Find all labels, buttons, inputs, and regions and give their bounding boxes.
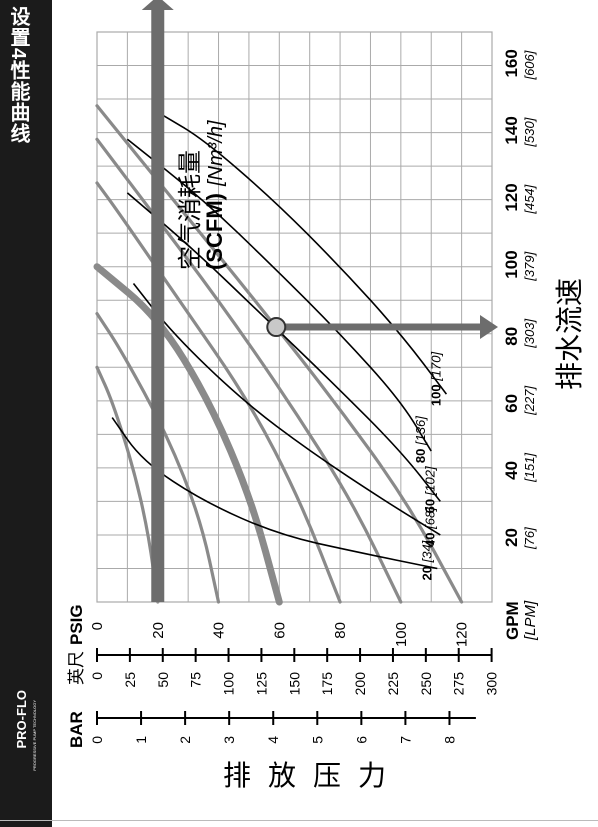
flow-tick-lpm: [379] <box>522 251 537 281</box>
air-curve-labels: 20 [34]40 [68]60 [102] 80 [136]100 [170] <box>413 352 443 581</box>
flow-tick-lpm: [606] <box>522 50 537 80</box>
side-bar: 设置4性能曲线 PRO-FLO PROGRESSIVE PUMP TECHNOL… <box>0 0 52 827</box>
flow-tick-gpm: 140 <box>502 116 521 144</box>
feet-tick-label: 125 <box>253 672 269 696</box>
pressure-title-char-3: 压 <box>313 760 341 791</box>
bar-unit: BAR <box>67 711 86 748</box>
bar-tick-label: 4 <box>265 736 281 744</box>
operating-point <box>266 317 287 338</box>
bar-tick-label: 7 <box>397 736 413 744</box>
psig-unit: PSIG <box>67 604 86 645</box>
air-curve-label-80: 80 [136] <box>413 416 428 463</box>
feet-tick-label: 0 <box>89 672 105 680</box>
operating-markers <box>141 0 498 602</box>
air-curve-60scfm <box>126 192 441 502</box>
psig-tick-label: 120 <box>454 622 471 647</box>
pressure-curve-80psig <box>95 181 342 604</box>
flow-tick-gpm: 120 <box>502 183 521 211</box>
pressure-curve-120psig <box>95 104 464 604</box>
feet-tick-label: 300 <box>484 672 500 696</box>
bar-tick-label: 1 <box>133 736 149 744</box>
air-curve-label-40: 40 [68] <box>422 507 437 547</box>
flow-tick-lpm: [151] <box>522 453 537 483</box>
psig-tick-label: 40 <box>211 622 228 639</box>
flow-tick-lpm: [530] <box>522 117 537 147</box>
pressure-title-char-4: 力 <box>358 760 386 791</box>
pressure-curve-20psig <box>95 365 160 604</box>
performance-chart: 20 [34]40 [68]60 [102]80 [136]100 [170] … <box>67 0 585 791</box>
flow-tick-lpm: [303] <box>522 318 537 348</box>
pressure-title-char-2: 放 <box>268 760 296 791</box>
bar-tick-label: 0 <box>89 736 105 744</box>
air-unit-alt: [Nm³/h] <box>205 120 227 187</box>
psig-tick-label: 20 <box>150 622 167 639</box>
flow-tick-labels: 20 [76] 40 [151] 60 [227] 80 [303] 100 [379] 120 [4… <box>502 49 537 550</box>
brand-tagline: PROGRESSIVE PUMP TECHNOLOGY <box>32 700 37 771</box>
feet-tick-label: 25 <box>122 672 138 688</box>
bottom-divider <box>0 820 598 821</box>
psig-tick-label: 60 <box>271 622 288 639</box>
feet-tick-label: 200 <box>352 672 368 696</box>
feet-scale: 0 25 50 75 100 125 150 175 200 225 250 275 300 <box>89 648 500 695</box>
ft-unit: 英尺 <box>67 651 86 685</box>
flow-tick-gpm: 40 <box>502 461 521 480</box>
operating-flow-arrow <box>480 315 498 340</box>
flow-axis-title: 排水流速 <box>554 278 585 390</box>
flow-tick-gpm: 60 <box>502 394 521 413</box>
flow-axis-unit: GPM <box>503 601 522 640</box>
flow-tick-gpm: 80 <box>502 327 521 346</box>
feet-tick-label: 100 <box>221 672 237 696</box>
air-curve-label-100: 100 [170] <box>428 352 443 407</box>
psig-tick-labels: 0 20 40 60 80 100 120 <box>89 622 471 647</box>
pressure-title: 排 放 压 力 <box>223 760 386 791</box>
air-curve-40scfm <box>132 283 441 536</box>
bar-scale: 0 1 2 3 4 5 6 7 8 <box>89 711 476 744</box>
air-title: 空气消耗量 <box>177 150 204 270</box>
air-curve-80scfm <box>126 138 432 452</box>
flow-tick-gpm: 160 <box>502 49 521 77</box>
flow-tick-gpm: 100 <box>502 250 521 278</box>
operating-arrow-head <box>141 0 174 10</box>
pressure-title-char-1: 排 <box>223 760 251 791</box>
feet-tick-label: 225 <box>385 672 401 696</box>
flow-tick-lpm: [76] <box>522 527 537 550</box>
air-unit: (SCFM) <box>202 193 227 270</box>
bar-tick-label: 8 <box>441 736 457 744</box>
air-curve-label-20: 20 [34] <box>419 540 434 580</box>
flow-tick-lpm: [454] <box>522 184 537 214</box>
psig-tick-label: 80 <box>332 622 349 639</box>
bar-tick-label: 5 <box>309 736 325 744</box>
air-curve-label-60: 60 [102] <box>422 466 437 513</box>
page-title: 设置4性能曲线 <box>7 6 29 145</box>
bar-tick-label: 3 <box>221 736 237 744</box>
feet-tick-label: 250 <box>418 672 434 696</box>
psig-tick-label: 100 <box>393 622 410 647</box>
feet-tick-label: 75 <box>188 672 204 688</box>
bar-tick-label: 2 <box>177 736 193 744</box>
bar-tick-label: 6 <box>353 736 369 744</box>
pressure-curve-40psig <box>95 312 221 604</box>
flow-tick-lpm: [227] <box>522 386 537 416</box>
psig-tick-label: 0 <box>89 622 106 630</box>
feet-tick-label: 275 <box>451 672 467 696</box>
flow-axis-unit-alt: [LPM] <box>522 600 539 641</box>
brand-logo: PRO-FLO PROGRESSIVE PUMP TECHNOLOGY <box>8 690 44 810</box>
feet-tick-label: 50 <box>155 672 171 688</box>
brand-name: PRO-FLO <box>14 690 29 749</box>
feet-tick-label: 175 <box>319 672 335 696</box>
flow-tick-gpm: 20 <box>502 528 521 547</box>
feet-tick-label: 150 <box>286 672 302 696</box>
